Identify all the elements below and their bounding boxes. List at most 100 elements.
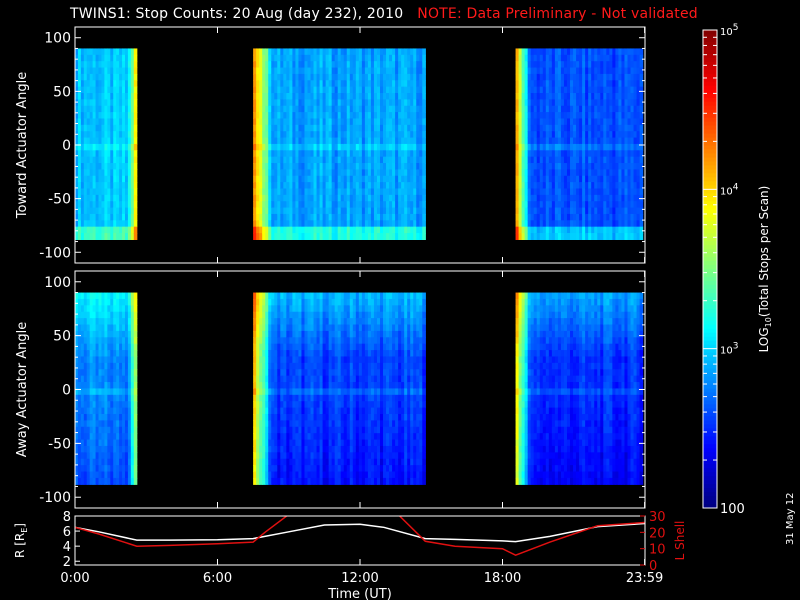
heatmap-cell: [570, 194, 574, 202]
heatmap-cell: [92, 137, 97, 145]
heatmap-cell: [77, 330, 82, 338]
heatmap-cell: [298, 201, 303, 209]
heatmap-cell: [95, 182, 100, 190]
heatmap-cell: [383, 73, 387, 81]
heatmap-cell: [395, 54, 399, 62]
heatmap-cell: [346, 220, 351, 228]
heatmap-cell: [325, 99, 330, 107]
heatmap-cell: [133, 420, 138, 428]
heatmap-cell: [573, 86, 577, 94]
heatmap-cell: [298, 298, 303, 306]
heatmap-cell: [355, 143, 360, 151]
heatmap-cell: [75, 105, 79, 113]
heatmap-cell: [124, 350, 129, 358]
heatmap-cell: [304, 445, 309, 453]
heatmap-cell: [639, 131, 644, 139]
heatmap-cell: [256, 175, 260, 183]
heatmap-cell: [80, 394, 85, 402]
heatmap-cell: [636, 226, 641, 234]
heatmap-cell: [319, 131, 324, 139]
heatmap-cell: [130, 471, 135, 479]
heatmap-cell: [110, 330, 114, 338]
heatmap-cell: [271, 86, 275, 94]
heatmap-cell: [594, 226, 598, 234]
heatmap-cell: [283, 131, 287, 139]
heatmap-cell: [563, 80, 568, 88]
heatmap-cell: [83, 292, 88, 300]
heatmap-cell: [591, 143, 595, 151]
heatmap-cell: [383, 220, 387, 228]
heatmap-cell: [364, 150, 369, 158]
heatmap-cell: [585, 188, 589, 196]
heatmap-cell: [80, 112, 85, 120]
heatmap-cell: [319, 150, 324, 158]
heatmap-cell: [573, 194, 577, 202]
heatmap-cell: [615, 61, 620, 69]
heatmap-cell: [316, 118, 321, 126]
heatmap-cell: [346, 194, 351, 202]
heatmap-cell: [615, 48, 620, 56]
heatmap-cell: [319, 350, 324, 358]
heatmap-cell: [370, 169, 375, 177]
heatmap-cell: [124, 471, 129, 479]
heatmap-cell: [110, 105, 114, 113]
heatmap-cell: [600, 61, 604, 69]
heatmap-cell: [133, 433, 138, 441]
heatmap-cell: [80, 213, 85, 221]
heatmap-cell: [322, 73, 327, 81]
heatmap-cell: [116, 194, 120, 202]
heatmap-cell: [75, 388, 79, 396]
heatmap-cell: [130, 445, 135, 453]
heatmap-cell: [262, 401, 266, 409]
heatmap-cell: [113, 401, 117, 409]
heatmap-cell: [277, 465, 281, 473]
heatmap-cell: [413, 207, 417, 215]
heatmap-cell: [419, 156, 423, 164]
heatmap-cell: [349, 137, 354, 145]
heatmap-cell: [130, 156, 135, 164]
heatmap-cell: [573, 124, 577, 132]
heatmap-cell: [277, 452, 281, 460]
heatmap-cell: [89, 394, 94, 402]
heatmap-cell: [398, 54, 402, 62]
heatmap-cell: [398, 188, 402, 196]
heatmap-cell: [127, 292, 132, 300]
heatmap-cell: [407, 118, 411, 126]
heatmap-cell: [122, 61, 126, 69]
heatmap-cell: [298, 471, 303, 479]
heatmap-cell: [392, 99, 396, 107]
heatmap-cell: [262, 407, 266, 415]
heatmap-cell: [268, 413, 272, 421]
heatmap-cell: [295, 445, 300, 453]
heatmap-cell: [119, 150, 123, 158]
heatmap-cell: [355, 80, 360, 88]
heatmap-cell: [334, 163, 339, 170]
heatmap-cell: [346, 61, 351, 69]
heatmap-cell: [304, 477, 309, 485]
heatmap-cell: [367, 118, 372, 126]
heatmap-cell: [89, 433, 94, 441]
heatmap-cell: [101, 394, 105, 402]
heatmap-cell: [576, 93, 580, 100]
heatmap-cell: [253, 80, 257, 88]
heatmap-cell: [630, 213, 635, 221]
heatmap-cell: [361, 194, 366, 202]
heatmap-cell: [113, 86, 117, 94]
heatmap-cell: [545, 194, 550, 202]
heatmap-cell: [419, 99, 423, 107]
heatmap-cell: [280, 233, 284, 240]
heatmap-cell: [542, 93, 547, 100]
heatmap-cell: [331, 118, 336, 126]
heatmap-cell: [340, 150, 345, 158]
heatmap-cell: [110, 305, 114, 313]
heatmap-cell: [262, 382, 266, 390]
heatmap-cell: [75, 369, 79, 377]
heatmap-cell: [521, 182, 526, 190]
heatmap-cell: [343, 86, 348, 94]
heatmap-cell: [119, 343, 123, 351]
heatmap-cell: [386, 112, 390, 120]
heatmap-cell: [563, 118, 568, 126]
heatmap-cell: [307, 465, 312, 473]
heatmap-cell: [386, 124, 390, 132]
heatmap-cell: [292, 337, 297, 345]
